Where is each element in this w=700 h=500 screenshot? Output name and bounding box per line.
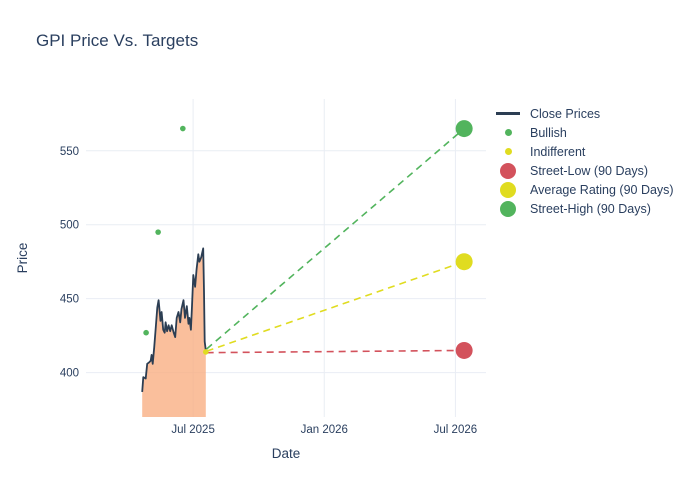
legend-item-bullish[interactable]: Bullish [492,123,697,142]
y-tick-label: 550 [60,146,79,158]
bullish-marker[interactable] [155,229,161,235]
legend-item-street-high-90-days[interactable]: Street-High (90 Days) [492,199,697,218]
chart-title: GPI Price Vs. Targets [36,31,199,50]
y-tick-label: 400 [60,368,79,380]
legend-label: Street-Low (90 Days) [530,163,649,178]
bullish-swatch-icon [492,129,524,136]
close-prices-swatch-icon [492,112,524,115]
street-low-90-days-projection-line [206,349,465,354]
legend: Close Prices Bullish Indifferent Street-Low… [492,104,697,218]
y-axis-title: Price [15,243,30,274]
indifferent-swatch-icon [492,148,524,155]
street-low-90-days-marker[interactable] [455,341,473,359]
legend-label: Street-High (90 Days) [530,201,651,216]
street-low-90-days-swatch-icon [492,162,524,179]
legend-item-average-rating-90-days[interactable]: Average Rating (90 Days) [492,180,697,199]
bullish-marker[interactable] [180,125,186,132]
y-tick-label: 450 [60,294,79,306]
x-axis-title: Date [272,446,301,461]
legend-item-street-low-90-days[interactable]: Street-Low (90 Days) [492,161,697,180]
average-rating-90-days-projection-line [206,260,465,352]
legend-item-indifferent[interactable]: Indifferent [492,142,697,161]
bullish-marker[interactable] [143,329,149,336]
average-rating-90-days-swatch-icon [492,181,524,198]
x-tick-label: Jan 2026 [301,424,348,436]
legend-label: Indifferent [530,144,586,159]
y-tick-label: 500 [60,220,79,232]
average-rating-90-days-marker[interactable] [455,253,473,271]
indifferent-marker[interactable] [202,349,209,355]
street-high-90-days-projection-line [206,127,465,350]
close-prices-line [141,247,207,392]
street-high-90-days-marker[interactable] [455,120,473,138]
legend-label: Average Rating (90 Days) [530,182,674,197]
x-tick-label: Jul 2025 [171,424,214,436]
legend-label: Bullish [530,125,567,140]
x-tick-label: Jul 2026 [434,424,477,436]
legend-label: Close Prices [530,106,601,121]
legend-item-close-prices[interactable]: Close Prices [492,104,697,123]
close-prices-area [142,248,206,417]
street-high-90-days-swatch-icon [492,200,524,217]
